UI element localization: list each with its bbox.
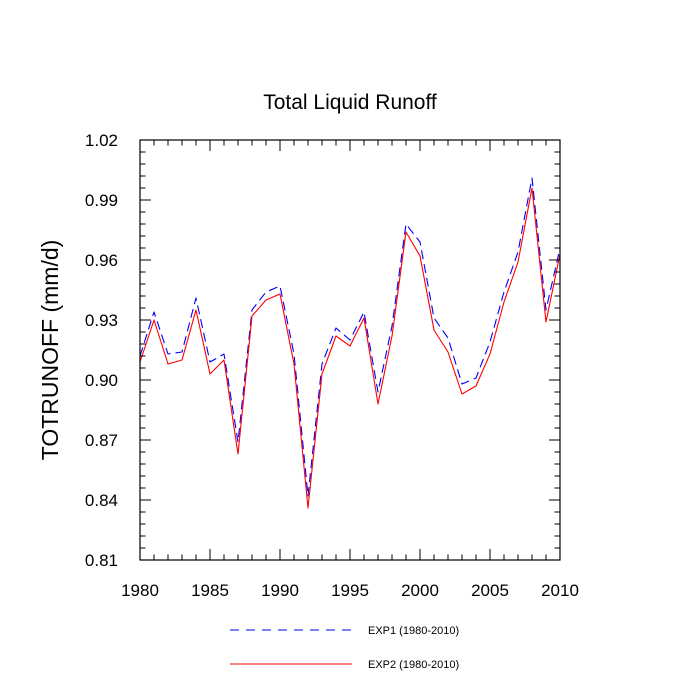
series-line-1 — [139, 177, 561, 497]
y-tick-label: 0.96 — [85, 251, 118, 270]
series-line-2 — [139, 187, 561, 509]
y-tick-label: 0.87 — [85, 431, 118, 450]
y-tick-label: 0.93 — [85, 311, 118, 330]
x-tick-label: 1980 — [121, 581, 159, 600]
y-tick-label: 0.81 — [85, 551, 118, 570]
y-axis-title: TOTRUNOFF (mm/d) — [37, 240, 63, 461]
legend-label-1: EXP1 (1980-2010) — [368, 625, 459, 637]
plot-frame — [139, 139, 561, 561]
x-tick-label: 2005 — [471, 581, 509, 600]
y-tick-label: 1.02 — [85, 131, 118, 150]
x-tick-label: 1985 — [191, 581, 229, 600]
legend-label-2: EXP2 (1980-2010) — [368, 659, 459, 671]
y-tick-label: 0.90 — [85, 371, 118, 390]
x-tick-label: 2000 — [401, 581, 439, 600]
y-tick-label: 0.84 — [85, 491, 118, 510]
x-tick-label: 1995 — [331, 581, 369, 600]
plot-area: 1980 1985 1990 1995 2000 2005 2010 0.81 0.84 0.87… — [85, 131, 579, 600]
x-tick-label: 1990 — [261, 581, 299, 600]
legend: EXP1 (1980-2010) EXP2 (1980-2010) — [230, 625, 459, 671]
y-tick-label: 0.99 — [85, 191, 118, 210]
chart-title: Total Liquid Runoff — [263, 91, 437, 114]
x-tick-label: 2010 — [541, 581, 579, 600]
